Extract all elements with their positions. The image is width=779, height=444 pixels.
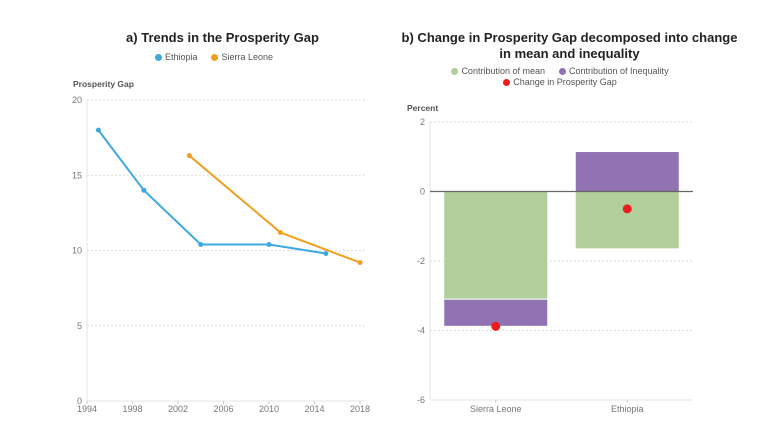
chart-a-title: a) Trends in the Prosperity Gap <box>126 30 319 45</box>
legend-label-ethiopia: Ethiopia <box>164 52 198 62</box>
legend-item-contribution-inequality[interactable]: Contribution of Inequality <box>559 66 669 76</box>
chart-a-x-tick-label: 2002 <box>168 404 188 414</box>
data-point-sierra-leone <box>277 229 283 235</box>
data-point-ethiopia <box>198 241 204 247</box>
data-point-sierra-leone <box>186 153 192 159</box>
legend-label-sierra-leone: Sierra Leone <box>221 52 274 62</box>
chart-a-x-tick-label: 1994 <box>77 404 97 414</box>
chart-a-x-tick-label: 1998 <box>122 404 142 414</box>
chart-b-legend-row-1: Contribution of mean Contribution of Ine… <box>390 66 730 76</box>
chart-a-x-tick-label: 2018 <box>350 404 370 414</box>
chart-a-legend: Ethiopia Sierra Leone <box>0 52 428 62</box>
legend-label-contribution-inequality: Contribution of Inequality <box>569 66 669 76</box>
bar-contribution-inequality-ethiopia <box>574 151 680 193</box>
legend-dot-ethiopia <box>154 53 162 61</box>
legend-label-contribution-mean: Contribution of mean <box>461 66 545 76</box>
chart-b-title-line-1: b) Change in Prosperity Gap decomposed i… <box>401 30 738 45</box>
chart-a-x-tick-label: 2014 <box>304 404 324 414</box>
chart-b-category-label: Sierra Leone <box>470 404 522 414</box>
chart-b-y-tick-label: 0 <box>420 187 425 197</box>
chart-b-y-tick-label: 2 <box>420 117 425 127</box>
chart-b-y-tick-label: -2 <box>417 256 425 266</box>
chart-a-y-tick-label: 10 <box>72 246 82 256</box>
bar-contribution-mean-sierra-leone <box>443 191 549 300</box>
chart-b-title: b) Change in Prosperity Gap decomposed i… <box>390 30 779 62</box>
bar-contribution-mean-ethiopia <box>574 191 680 250</box>
legend-label-change-prosperity-gap: Change in Prosperity Gap <box>513 77 617 87</box>
legend-item-change-prosperity-gap[interactable]: Change in Prosperity Gap <box>503 77 617 87</box>
chart-b-legend-row-2: Change in Prosperity Gap <box>390 77 730 87</box>
chart-a-y-tick-label: 0 <box>77 396 82 406</box>
chart-b-title-line-2: in mean and inequality <box>499 46 640 61</box>
chart-a-y-tick-label: 20 <box>72 95 82 105</box>
chart-b-category-label: Ethiopia <box>611 404 644 414</box>
chart-b-y-axis-title: Percent <box>407 103 439 113</box>
data-point-sierra-leone <box>357 260 363 266</box>
data-point-ethiopia <box>141 187 147 193</box>
chart-a-y-tick-label: 15 <box>72 170 82 180</box>
legend-item-contribution-mean[interactable]: Contribution of mean <box>451 66 545 76</box>
data-point-ethiopia <box>323 251 329 257</box>
chart-b-y-tick-label: -6 <box>417 395 425 405</box>
legend-dot-sierra-leone <box>211 53 219 61</box>
data-point-ethiopia <box>95 127 101 133</box>
chart-a-y-tick-label: 5 <box>77 321 82 331</box>
data-point-ethiopia <box>266 241 272 247</box>
chart-a-x-tick-label: 2006 <box>213 404 233 414</box>
legend-dot-contribution-mean <box>451 67 459 75</box>
legend-item-ethiopia[interactable]: Ethiopia <box>154 52 198 62</box>
chart-a-x-tick-label: 2010 <box>259 404 279 414</box>
chart-b-y-tick-label: -4 <box>417 326 425 336</box>
series-line-ethiopia <box>97 129 327 255</box>
series-line-sierra-leone <box>188 154 361 264</box>
chart-a-y-axis-title: Prosperity Gap <box>73 79 134 89</box>
legend-item-sierra-leone[interactable]: Sierra Leone <box>211 52 273 62</box>
legend-dot-contribution-inequality <box>559 67 566 75</box>
marker-change-prosperity-gap-ethiopia <box>622 204 632 214</box>
legend-dot-change-prosperity-gap <box>503 78 511 86</box>
marker-change-prosperity-gap-sierra-leone <box>491 321 501 331</box>
